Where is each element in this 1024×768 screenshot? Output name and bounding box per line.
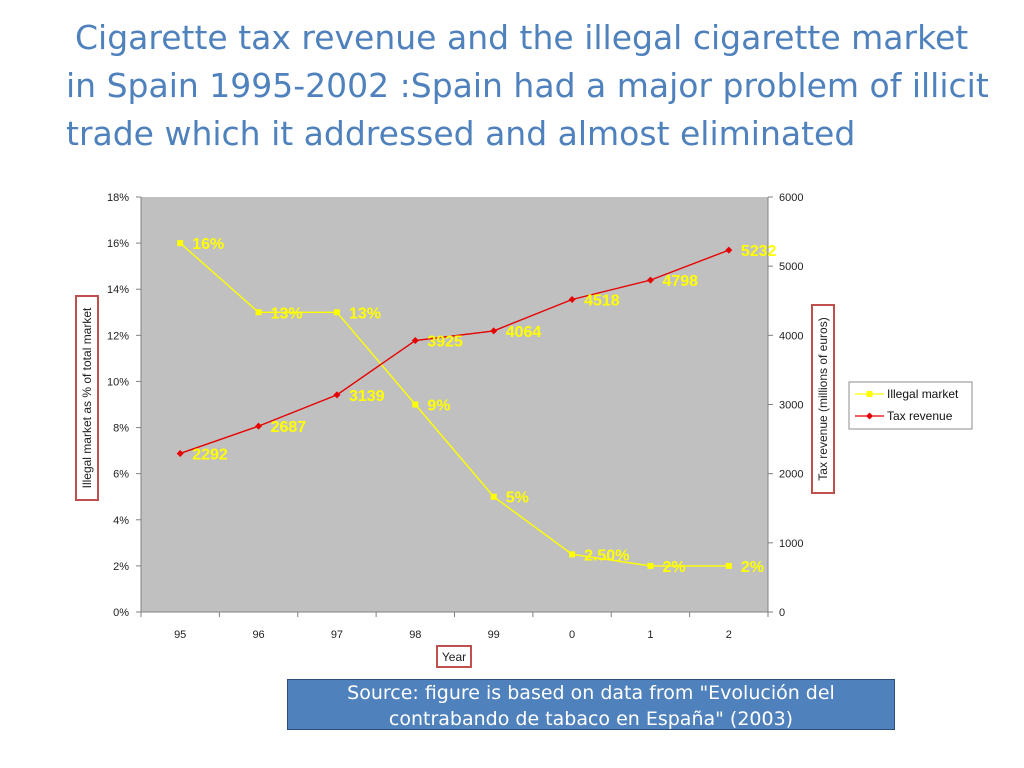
y-tick-label: 2% xyxy=(113,561,129,573)
y-axis-ticks: 0% 2% 4% 6% 8% 10% 12% 14% 16% 18% xyxy=(107,192,141,619)
y2-tick-label: 4000 xyxy=(779,330,803,342)
legend-label-illegal-market: Illegal market xyxy=(887,387,959,401)
xlabel-box xyxy=(436,645,472,668)
x-tick-label: 96 xyxy=(252,629,264,641)
x-tick-label: 99 xyxy=(488,629,500,641)
data-labels: 16% 13% 13% 9% 5% 2.50% 2% 2% 2292 2687 3139 3925 40… xyxy=(192,236,776,576)
marker-point xyxy=(490,327,498,335)
data-label: 5% xyxy=(506,490,529,507)
data-label: 2% xyxy=(741,559,764,576)
marker-point xyxy=(333,309,340,316)
data-label: 2687 xyxy=(271,419,307,436)
marker-point xyxy=(411,337,419,345)
data-label: 2% xyxy=(662,559,685,576)
y2-tick-label: 3000 xyxy=(779,400,803,412)
data-label: 13% xyxy=(271,305,303,322)
data-label: 3925 xyxy=(427,334,463,351)
data-label: 2292 xyxy=(192,446,228,463)
x-tick-label: 2 xyxy=(726,629,732,641)
y-tick-label: 16% xyxy=(107,238,129,250)
x-axis-ticks: 95 96 97 98 99 0 1 2 xyxy=(140,612,769,641)
plot-area xyxy=(141,197,768,612)
y-tick-label: 10% xyxy=(107,376,129,388)
legend-marker-illegal-market xyxy=(866,391,873,397)
x-tick-label: 97 xyxy=(331,629,343,641)
marker-point xyxy=(646,276,654,284)
source-note: Source: figure is based on data from "Ev… xyxy=(287,679,895,730)
data-label: 2.50% xyxy=(584,547,629,564)
y-tick-label: 4% xyxy=(113,515,129,527)
data-label: 16% xyxy=(192,236,224,253)
series-line-0 xyxy=(179,242,729,567)
marker-point xyxy=(647,562,654,569)
y2-tick-label: 0 xyxy=(779,607,785,619)
legend-marker-tax-revenue xyxy=(866,412,873,420)
y-axis-label: Illegal market as % of total market xyxy=(80,307,94,488)
marker-point xyxy=(725,562,732,569)
series-markers xyxy=(176,240,733,569)
marker-point xyxy=(412,401,419,408)
x-tick-label: 98 xyxy=(409,629,421,641)
y-tick-label: 0% xyxy=(113,607,129,619)
data-label: 4064 xyxy=(506,324,542,341)
x-tick-label: 0 xyxy=(569,629,575,641)
y2-tick-label: 1000 xyxy=(779,538,803,550)
marker-point xyxy=(333,391,341,399)
y-tick-label: 12% xyxy=(107,330,129,342)
marker-point xyxy=(177,240,184,247)
ylabel-box xyxy=(75,295,99,501)
data-label: 4518 xyxy=(584,293,620,310)
y-tick-label: 8% xyxy=(113,423,129,435)
marker-point xyxy=(569,551,576,558)
legend-label-tax-revenue: Tax revenue xyxy=(887,409,953,423)
data-label: 13% xyxy=(349,305,381,322)
x-tick-label: 1 xyxy=(647,629,653,641)
data-label: 4798 xyxy=(662,273,698,290)
y2label-box xyxy=(811,304,835,494)
y-tick-label: 14% xyxy=(107,284,129,296)
data-label: 5232 xyxy=(741,243,777,260)
series-lines xyxy=(179,242,730,567)
y2-tick-label: 2000 xyxy=(779,469,803,481)
marker-point xyxy=(176,449,184,457)
marker-point xyxy=(255,309,262,316)
series-line-1 xyxy=(179,249,730,455)
marker-point xyxy=(490,493,497,500)
y-tick-label: 6% xyxy=(113,469,129,481)
marker-point xyxy=(725,246,733,254)
y2-axis-label: Tax revenue (millions of euros) xyxy=(816,317,830,480)
legend-box xyxy=(848,381,973,430)
x-axis-label: Year xyxy=(442,650,466,664)
y2-axis-ticks: 0 1000 2000 3000 4000 5000 6000 xyxy=(768,192,803,619)
marker-point xyxy=(255,422,263,430)
legend: Illegal market Tax revenue xyxy=(848,381,973,430)
slide-title: Cigarette tax revenue and the illegal ci… xyxy=(66,18,989,153)
y-tick-label: 18% xyxy=(107,192,129,204)
x-tick-label: 95 xyxy=(174,629,186,641)
marker-point xyxy=(568,296,576,304)
data-label: 3139 xyxy=(349,388,385,405)
data-label: 9% xyxy=(427,398,450,415)
y2-tick-label: 6000 xyxy=(779,192,803,204)
y2-tick-label: 5000 xyxy=(779,261,803,273)
